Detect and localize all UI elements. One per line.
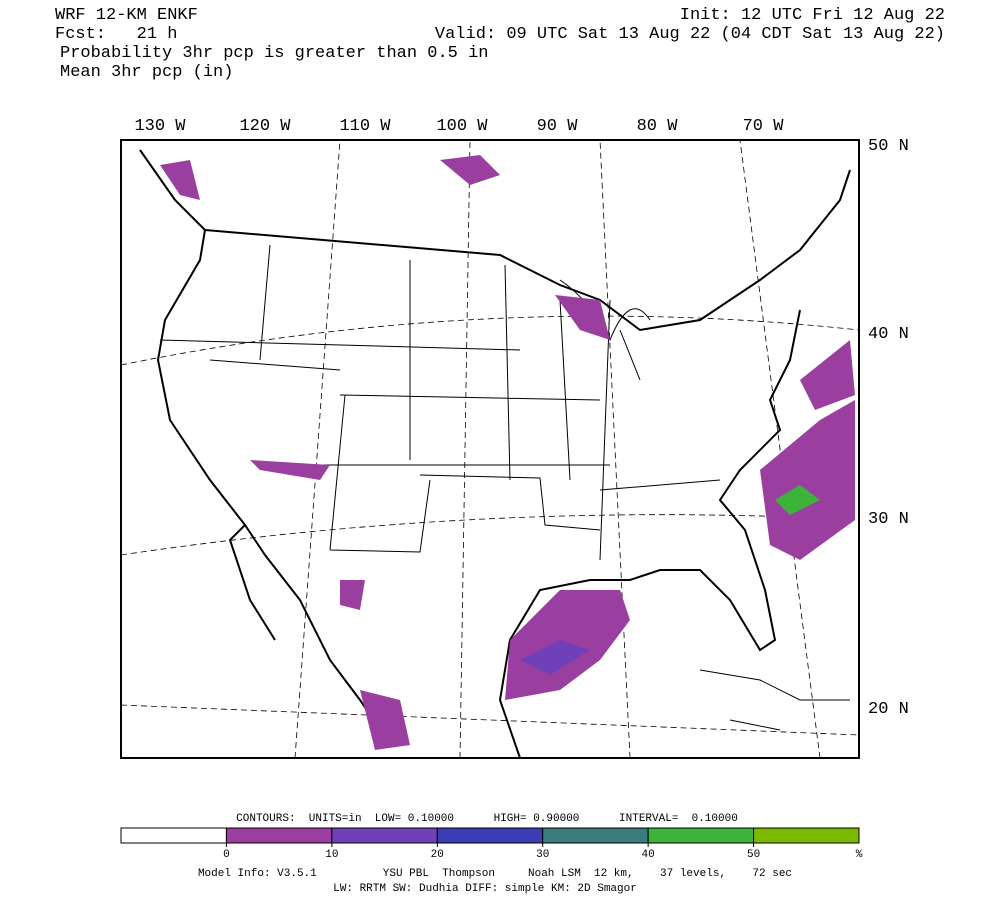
east-coast	[204, 169, 851, 759]
lon-label: 100 W	[436, 117, 488, 136]
state-borders	[159, 244, 721, 561]
color-swatch	[436, 827, 544, 844]
precip-core	[775, 485, 820, 515]
color-swatch	[647, 827, 755, 844]
lon-label: 120 W	[239, 117, 291, 136]
lat-label: 40 N	[868, 325, 909, 344]
color-swatch	[753, 827, 860, 844]
colorbar-label: 20	[431, 849, 444, 861]
valid-time: Valid: 09 UTC Sat 13 Aug 22 (04 CDT Sat …	[435, 25, 945, 44]
caribbean	[699, 669, 850, 731]
lon-label: 80 W	[637, 117, 679, 136]
color-swatch	[542, 827, 649, 844]
color-swatch	[120, 827, 227, 844]
colorbar-label: 40	[642, 849, 655, 861]
lat-label: 50 N	[868, 137, 909, 156]
colorbar-unit: %	[856, 849, 863, 861]
colorbar-label: 0	[223, 849, 230, 861]
contour-info: CONTOURS: UNITS=in LOW= 0.10000 HIGH= 0.…	[236, 813, 738, 825]
map	[120, 139, 860, 759]
lon-label: 110 W	[339, 117, 391, 136]
west-coast	[139, 149, 391, 746]
lat-label: 20 N	[868, 700, 909, 719]
model-physics: LW: RRTM SW: Dudhia DIFF: simple KM: 2D …	[333, 883, 637, 895]
model-title: WRF 12-KM ENKF	[55, 6, 198, 25]
lon-label: 90 W	[537, 117, 579, 136]
colorbar-label: 30	[536, 849, 549, 861]
color-swatch	[331, 827, 438, 844]
lat-label: 30 N	[868, 510, 909, 529]
colorbar: CONTOURS: UNITS=in LOW= 0.10000 HIGH= 0.…	[236, 813, 738, 825]
map-frame	[120, 139, 860, 759]
lon-label: 130 W	[134, 117, 186, 136]
model-info: Model Info: V3.5.1 YSU PBL Thompson Noah…	[198, 868, 792, 880]
color-swatch	[225, 827, 333, 844]
forecast-hour: Fcst: 21 h	[55, 25, 177, 44]
field-title: Probability 3hr pcp is greater than 0.5 …	[60, 44, 488, 63]
field-title: Mean 3hr pcp (in)	[60, 63, 233, 82]
precip-core	[520, 640, 590, 675]
graticule	[120, 139, 860, 759]
colorbar-label: 10	[325, 849, 338, 861]
colorbar-label: 50	[747, 849, 760, 861]
init-time: Init: 12 UTC Fri 12 Aug 22	[680, 6, 945, 25]
lon-label: 70 W	[743, 117, 785, 136]
